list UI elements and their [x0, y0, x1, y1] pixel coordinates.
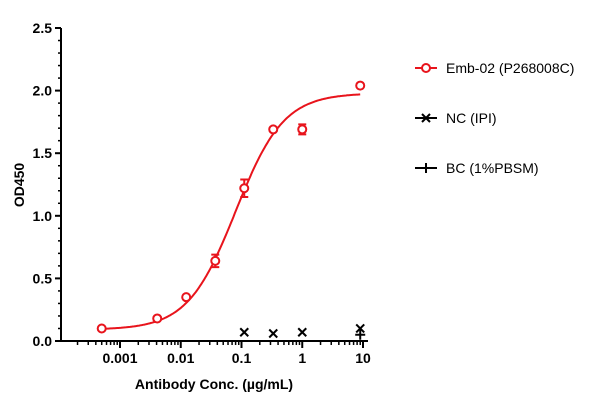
x-stroke — [297, 327, 307, 337]
legend-marker — [421, 113, 431, 123]
y-tick-label: 2.0 — [33, 83, 53, 99]
data-point-emb02 — [152, 313, 163, 324]
data-point-nc — [297, 327, 307, 337]
x-stroke — [239, 327, 249, 337]
y-tick-label: 1.5 — [33, 145, 53, 161]
data-point-emb02 — [355, 80, 366, 91]
data-point-emb02 — [268, 124, 279, 135]
data-point-emb02 — [96, 323, 107, 334]
data-point-nc — [355, 323, 365, 334]
data-point-bc — [355, 329, 366, 340]
data-point-nc — [239, 327, 249, 337]
x-tick-label: 1 — [298, 350, 306, 366]
x-stroke — [355, 323, 365, 334]
y-tick-label: 0.0 — [33, 333, 53, 349]
x-axis-label: Antibody Conc. (µg/mL) — [135, 376, 293, 392]
fit-curve — [101, 93, 361, 330]
data-point-emb02 — [181, 292, 192, 303]
legend-label: NC (IPI) — [446, 110, 497, 126]
x-tick-label: 0.001 — [102, 350, 137, 366]
x-tick-label: 0.1 — [232, 350, 252, 366]
x-stroke — [268, 328, 278, 339]
legend-marker — [421, 163, 431, 173]
data-point-nc — [268, 328, 278, 339]
y-tick-label: 1.0 — [33, 208, 53, 224]
legend-label: BC (1%PBSM) — [446, 160, 539, 176]
x-tick-label: 10 — [355, 350, 371, 366]
x-stroke — [421, 113, 431, 123]
y-tick-label: 2.5 — [33, 20, 53, 36]
data-point-emb02 — [210, 255, 221, 266]
data-point-emb02 — [297, 124, 308, 135]
legend-marker — [421, 63, 431, 73]
legend-label: Emb-02 (P268008C) — [446, 60, 574, 76]
x-tick-label: 0.01 — [167, 350, 194, 366]
y-axis-label: OD450 — [11, 163, 27, 208]
y-tick-label: 0.5 — [33, 270, 53, 286]
data-point-emb02 — [239, 183, 250, 194]
